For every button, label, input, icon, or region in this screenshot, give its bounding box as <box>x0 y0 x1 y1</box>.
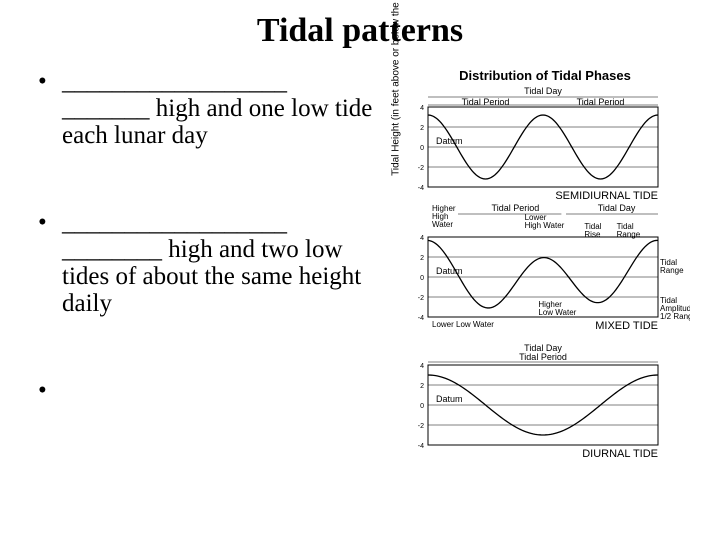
figure-title: Distribution of Tidal Phases <box>390 68 700 83</box>
bullet-list: • __________________ _______ high and on… <box>0 68 390 505</box>
svg-text:-2: -2 <box>418 295 424 302</box>
charts-container: Tidal Height (in feet above or below the… <box>410 85 700 505</box>
svg-text:Tidal Day: Tidal Day <box>524 86 562 96</box>
blank-line: __________________ <box>62 209 287 236</box>
svg-text:Datum: Datum <box>436 136 463 146</box>
svg-text:4: 4 <box>420 235 424 242</box>
svg-text:Tidal Period: Tidal Period <box>519 352 567 362</box>
bullet-dot: • <box>38 209 47 236</box>
svg-text:2: 2 <box>420 125 424 132</box>
svg-text:Rise: Rise <box>584 230 601 239</box>
figure-area: Distribution of Tidal Phases Tidal Heigh… <box>390 68 700 505</box>
svg-text:-2: -2 <box>418 165 424 172</box>
svg-text:Tidal Period: Tidal Period <box>492 203 540 213</box>
svg-text:DIURNAL TIDE: DIURNAL TIDE <box>582 448 658 460</box>
svg-text:Lower Low Water: Lower Low Water <box>432 320 494 329</box>
bullet-dot: • <box>38 377 47 404</box>
svg-text:1/2 Range: 1/2 Range <box>660 312 690 321</box>
content-area: • __________________ _______ high and on… <box>0 68 720 505</box>
svg-text:Range: Range <box>617 230 641 239</box>
svg-text:Datum: Datum <box>436 266 463 276</box>
bullet-2: • __________________ ________ high and t… <box>38 209 380 317</box>
svg-text:Water: Water <box>432 220 453 229</box>
svg-text:Tidal Period: Tidal Period <box>577 97 625 107</box>
svg-text:-4: -4 <box>418 185 424 192</box>
svg-text:-2: -2 <box>418 423 424 430</box>
svg-text:-4: -4 <box>418 443 424 450</box>
svg-text:MIXED TIDE: MIXED TIDE <box>595 320 658 332</box>
svg-text:4: 4 <box>420 105 424 112</box>
svg-text:Tidal Period: Tidal Period <box>462 97 510 107</box>
svg-text:Tidal Day: Tidal Day <box>598 203 636 213</box>
svg-text:2: 2 <box>420 383 424 390</box>
svg-text:0: 0 <box>420 275 424 282</box>
blank-line: ________ <box>62 236 162 263</box>
svg-text:Low Water: Low Water <box>538 308 576 317</box>
svg-text:0: 0 <box>420 145 424 152</box>
y-axis-label: Tidal Height (in feet above or below the… <box>391 0 402 176</box>
svg-text:-4: -4 <box>418 315 424 322</box>
svg-text:Datum: Datum <box>436 394 463 404</box>
blank-line: _______ <box>62 95 150 122</box>
tidal-charts: -4 -2 0 2 4 Datum Tidal Day Tidal Period Tidal P… <box>410 85 690 505</box>
svg-text:High Water: High Water <box>525 221 565 230</box>
bullet-1: • __________________ _______ high and on… <box>38 68 380 149</box>
bullet-dot: • <box>38 68 47 95</box>
svg-text:0: 0 <box>420 403 424 410</box>
page-title: Tidal patterns <box>0 12 720 50</box>
svg-text:4: 4 <box>420 363 424 370</box>
blank-line: __________________ <box>62 68 287 95</box>
svg-text:Range: Range <box>660 266 684 275</box>
svg-text:SEMIDIURNAL TIDE: SEMIDIURNAL TIDE <box>555 190 658 202</box>
svg-text:2: 2 <box>420 255 424 262</box>
